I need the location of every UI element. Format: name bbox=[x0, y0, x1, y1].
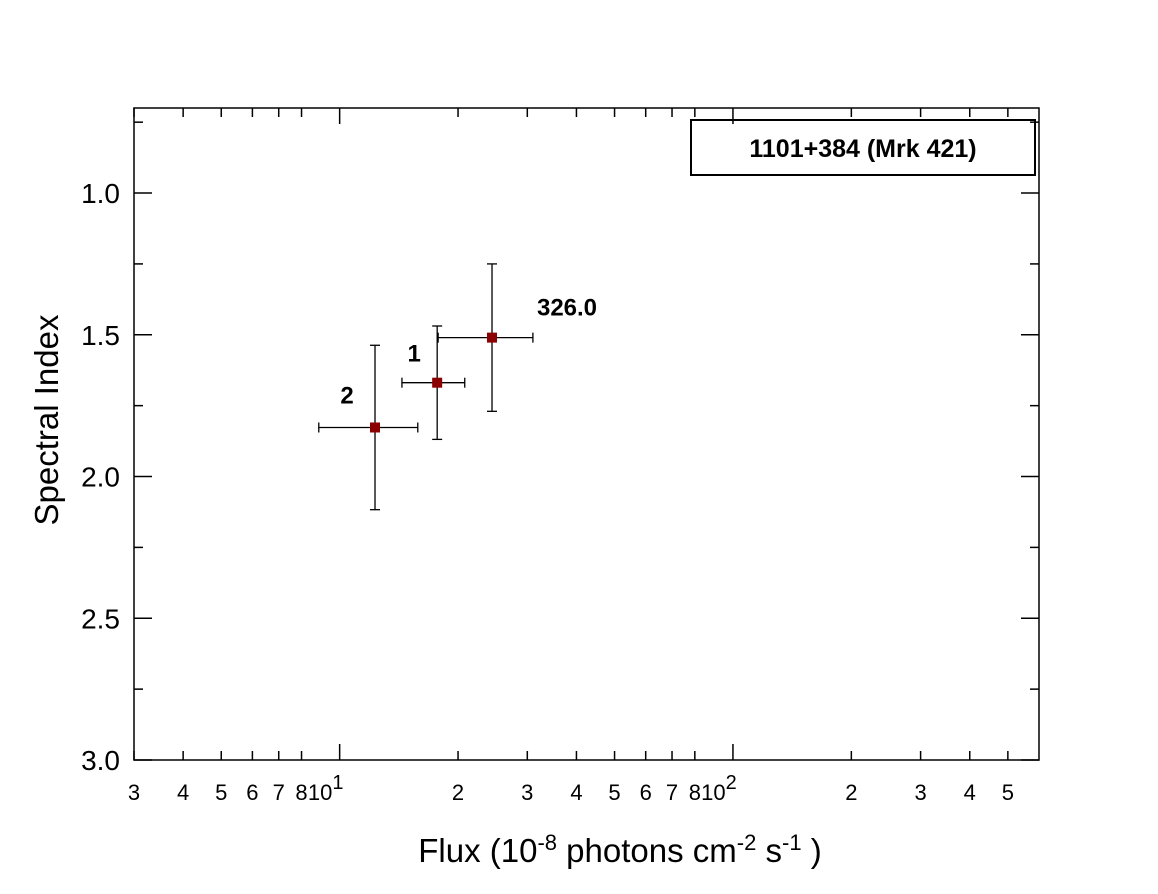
x-label-part: Flux (10 bbox=[418, 832, 537, 869]
x-tick-label: 5 bbox=[608, 780, 620, 805]
x-label-part: s bbox=[756, 832, 782, 869]
y-axis-label: Spectral Index bbox=[28, 314, 65, 525]
point-label: 2 bbox=[340, 382, 353, 409]
x-tick-label: 5 bbox=[215, 780, 227, 805]
x-tick-label-base: 5 bbox=[1002, 780, 1014, 805]
point bbox=[432, 377, 443, 388]
x-tick-label: 8 bbox=[689, 780, 701, 805]
plot-frame bbox=[133, 107, 1040, 761]
x-tick-label-base: 8 bbox=[689, 780, 701, 805]
x-tick-label-base: 4 bbox=[570, 780, 582, 805]
x-tick-label: 8 bbox=[295, 780, 307, 805]
x-tick-label: 3 bbox=[521, 780, 533, 805]
point bbox=[487, 332, 498, 343]
x-tick-label-base: 4 bbox=[964, 780, 976, 805]
point-label: 326.0 bbox=[537, 295, 597, 322]
x-tick-label-base: 10 bbox=[308, 780, 332, 805]
x-label-part: ) bbox=[802, 832, 822, 869]
x-label-superscript: -8 bbox=[537, 830, 557, 855]
x-tick-label: 7 bbox=[666, 780, 678, 805]
x-tick-label: 7 bbox=[273, 780, 285, 805]
x-label-superscript: -2 bbox=[737, 830, 757, 855]
chart-title: 1101+384 (Mrk 421) bbox=[749, 135, 976, 163]
x-label-superscript: -1 bbox=[782, 830, 802, 855]
x-tick-label: 5 bbox=[1002, 780, 1014, 805]
y-tick-label: 2.5 bbox=[81, 603, 120, 634]
x-tick-label-base: 5 bbox=[608, 780, 620, 805]
x-tick-label-base: 3 bbox=[521, 780, 533, 805]
x-tick-label: 102 bbox=[701, 772, 737, 805]
y-tick-label: 1.0 bbox=[81, 178, 120, 209]
x-tick-label: 3 bbox=[128, 780, 140, 805]
x-tick-label-base: 6 bbox=[640, 780, 652, 805]
x-tick-label: 2 bbox=[845, 780, 857, 805]
point-label: 1 bbox=[407, 341, 420, 368]
error-bars bbox=[318, 344, 419, 511]
x-tick-label-base: 2 bbox=[452, 780, 464, 805]
x-tick-label: 2 bbox=[452, 780, 464, 805]
x-tick-label-base: 3 bbox=[914, 780, 926, 805]
x-tick-label: 6 bbox=[640, 780, 652, 805]
error-bars bbox=[437, 263, 534, 412]
x-tick-label-base: 2 bbox=[845, 780, 857, 805]
x-tick-label-base: 7 bbox=[666, 780, 678, 805]
x-axis-label: Flux (10-8 photons cm-2 s-1 ) bbox=[418, 830, 822, 870]
x-tick-label: 6 bbox=[246, 780, 258, 805]
x-tick-label-sup: 2 bbox=[726, 772, 737, 794]
x-label-part: photons cm bbox=[557, 832, 737, 869]
x-tick-label-base: 10 bbox=[701, 780, 725, 805]
legend-box bbox=[690, 119, 1036, 176]
x-tick-label: 101 bbox=[308, 772, 344, 805]
y-tick-label: 1.5 bbox=[81, 320, 120, 351]
x-tick-label: 4 bbox=[177, 780, 189, 805]
point bbox=[370, 422, 381, 433]
y-tick-label: 3.0 bbox=[81, 745, 120, 776]
x-tick-label: 4 bbox=[570, 780, 582, 805]
x-tick-label-sup: 1 bbox=[332, 772, 343, 794]
y-tick-label: 2.0 bbox=[81, 462, 120, 493]
x-tick-label: 3 bbox=[914, 780, 926, 805]
x-tick-label: 4 bbox=[964, 780, 976, 805]
